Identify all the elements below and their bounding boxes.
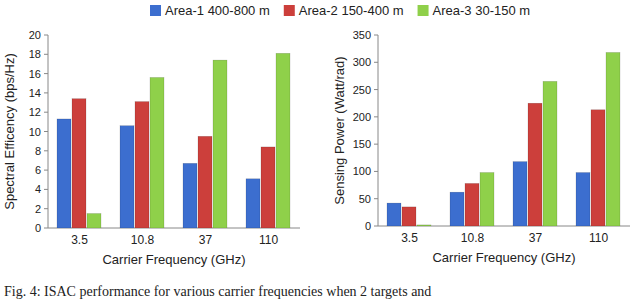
bar xyxy=(465,183,479,226)
bar xyxy=(402,207,416,226)
bar xyxy=(135,102,149,228)
bar xyxy=(528,103,542,226)
y-tick-label: 150 xyxy=(353,138,371,150)
figure: 0 2 4 6 8 10 12 14 16 18 20 3.5 10.8 37 110 Carrier Fre… xyxy=(0,0,640,305)
y-tick-label: 250 xyxy=(353,84,371,96)
bar xyxy=(150,77,164,228)
y-tick xyxy=(44,150,48,151)
y-tick xyxy=(374,89,378,90)
y-tick-label: 20 xyxy=(29,29,41,41)
chart: 0 50 100 150 200 250 300 350 3.5 10.8 37 110 Carrier… xyxy=(332,29,630,265)
y-tick xyxy=(44,73,48,74)
y-tick xyxy=(44,228,48,229)
legend-label: Area-1 400-800 m xyxy=(165,3,270,18)
x-tick-label: 37 xyxy=(529,231,543,245)
y-tick-label: 18 xyxy=(29,48,41,60)
y-axis xyxy=(48,35,49,228)
legend-label: Area-2 150-400 m xyxy=(299,3,404,18)
y-tick-label: 12 xyxy=(29,106,41,118)
bar xyxy=(606,52,620,226)
x-tick-label: 3.5 xyxy=(401,231,418,245)
y-tick-label: 4 xyxy=(35,183,41,195)
legend-swatch xyxy=(150,5,161,16)
y-axis-label: Sensing Power (Watt/rad) xyxy=(332,56,347,204)
bar xyxy=(87,214,101,228)
bar xyxy=(198,136,212,228)
bar xyxy=(261,147,275,228)
y-tick xyxy=(44,131,48,132)
y-tick-label: 14 xyxy=(29,87,41,99)
y-tick-label: 8 xyxy=(35,145,41,157)
y-tick-label: 6 xyxy=(35,164,41,176)
y-axis-label: Spectral Efficency (bps/Hz) xyxy=(2,53,17,210)
legend: Area-1 400-800 m Area-2 150-400 m Area-3 3… xyxy=(150,3,530,18)
x-tick-label: 10.8 xyxy=(131,233,155,247)
x-tick-label: 37 xyxy=(199,233,213,247)
y-tick xyxy=(44,208,48,209)
y-tick xyxy=(44,189,48,190)
bars xyxy=(57,53,290,228)
x-axis-label: Carrier Frequency (GHz) xyxy=(432,250,575,265)
plot-area xyxy=(48,35,300,228)
y-tick xyxy=(374,198,378,199)
y-tick-label: 350 xyxy=(353,29,371,41)
bar xyxy=(387,203,401,226)
y-tick-label: 300 xyxy=(353,56,371,68)
y-tick xyxy=(44,92,48,93)
x-tick-label: 110 xyxy=(259,233,278,247)
y-tick-label: 200 xyxy=(353,111,371,123)
y-tick xyxy=(374,62,378,63)
bar xyxy=(480,173,494,226)
y-tick xyxy=(374,35,378,36)
y-tick-label: 10 xyxy=(29,126,41,138)
y-tick xyxy=(374,226,378,227)
y-tick xyxy=(374,144,378,145)
chart: 0 2 4 6 8 10 12 14 16 18 20 3.5 10.8 37 110 Carrier Fre… xyxy=(2,29,300,267)
bar xyxy=(450,192,464,226)
bar xyxy=(57,119,71,228)
bar xyxy=(591,110,605,226)
legend-label: Area-3 30-150 m xyxy=(433,3,531,18)
caption: Fig. 4: ISAC performance for various car… xyxy=(4,284,431,299)
y-tick xyxy=(44,54,48,55)
y-tick xyxy=(374,116,378,117)
bar xyxy=(183,163,197,228)
y-tick xyxy=(44,170,48,171)
bar xyxy=(246,179,260,228)
bar xyxy=(276,53,290,228)
bar xyxy=(543,81,557,226)
y-tick-label: 0 xyxy=(35,222,41,234)
bar xyxy=(417,225,431,226)
bar xyxy=(576,173,590,226)
x-axis-label: Carrier Frequency (GHz) xyxy=(102,252,245,267)
y-axis xyxy=(378,35,379,226)
bar xyxy=(120,126,134,228)
y-tick-label: 0 xyxy=(365,220,371,232)
y-tick-label: 16 xyxy=(29,68,41,80)
x-tick-label: 110 xyxy=(589,231,608,245)
y-tick-label: 2 xyxy=(35,203,41,215)
y-tick xyxy=(374,171,378,172)
bar xyxy=(72,99,86,228)
bar xyxy=(513,162,527,226)
plot-area xyxy=(378,35,630,226)
x-tick-label: 10.8 xyxy=(461,231,485,245)
y-tick-label: 100 xyxy=(353,165,371,177)
y-tick xyxy=(44,35,48,36)
y-tick xyxy=(44,112,48,113)
bar xyxy=(213,60,227,228)
x-tick-label: 3.5 xyxy=(71,233,88,247)
legend-swatch xyxy=(418,5,429,16)
legend-swatch xyxy=(284,5,295,16)
y-tick-label: 50 xyxy=(359,193,371,205)
bars xyxy=(387,52,620,226)
